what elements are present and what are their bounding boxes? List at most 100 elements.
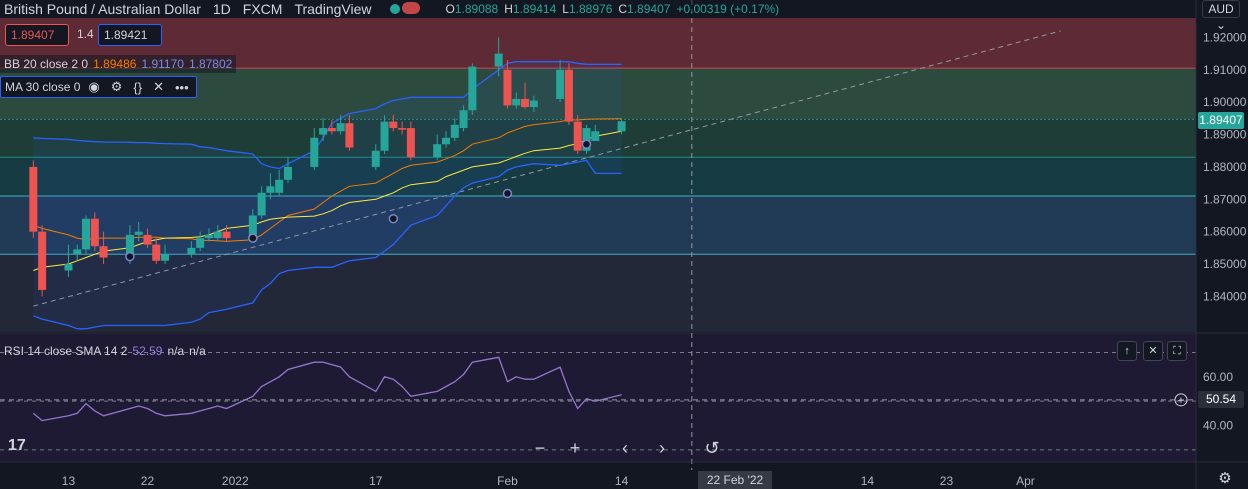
zoom-out-icon[interactable]: − — [534, 438, 546, 458]
ma-label: MA 30 close 0 — [5, 80, 81, 94]
candle-body — [573, 121, 582, 151]
candle-body — [345, 123, 354, 148]
pivot-marker — [388, 213, 399, 224]
candle-body — [450, 124, 459, 138]
candle-body — [222, 231, 231, 239]
tradingview-logo-icon: 17 — [8, 437, 26, 454]
high-prefix: H — [504, 2, 513, 16]
bb-lower-line — [33, 159, 622, 330]
rsi-value: 52.59 — [132, 344, 163, 358]
bb-lower-value: 1.87802 — [188, 57, 233, 71]
close-prefix: C — [618, 2, 628, 16]
rsi-na-2: n/a — [189, 344, 206, 358]
last-price-tag: 1.89407 — [1198, 112, 1244, 130]
crosshair-date-tag: 22 Feb '22 — [698, 471, 772, 489]
reset-icon[interactable]: ↺ — [704, 438, 720, 458]
candle-body — [459, 110, 468, 129]
candle-body — [319, 128, 328, 135]
buy-price-button[interactable]: 1.89421 — [98, 24, 162, 46]
candle-body — [125, 234, 134, 258]
moving-average — [33, 130, 622, 271]
ma-legend[interactable]: MA 30 close 0 ◉ ⚙ {} ✕ ••• — [0, 76, 197, 98]
currency-selector[interactable]: AUD ⌄ — [1202, 0, 1240, 32]
candle-body — [310, 137, 319, 167]
rsi-tick-label: 60.00 — [1203, 370, 1233, 384]
rsi-background — [0, 333, 1196, 462]
interval-label[interactable]: 1D — [212, 1, 231, 17]
x-tick-label: Apr — [1016, 474, 1035, 488]
candle-body — [143, 234, 152, 245]
candle-body — [152, 244, 161, 261]
exchange-label: FXCM — [242, 1, 283, 17]
candle-body — [327, 128, 336, 132]
candle-body — [591, 131, 600, 142]
chart-header: British Pound / Australian Dollar 1D FXC… — [0, 0, 784, 18]
bb-upper-value: 1.91170 — [141, 57, 184, 71]
low-value: 1.88976 — [568, 2, 613, 16]
scroll-left-icon[interactable]: ‹ — [622, 438, 628, 458]
candle-body — [468, 66, 477, 111]
pivot-marker — [125, 251, 135, 262]
close-value: 1.89407 — [627, 2, 671, 16]
close-icon[interactable]: ✕ — [153, 79, 164, 94]
x-tick-label: 23 — [940, 474, 954, 488]
candle-body — [248, 215, 257, 239]
pivot-markers — [125, 139, 592, 262]
candle-body — [99, 246, 108, 258]
spread-value: 1.4 — [77, 27, 94, 41]
eye-icon[interactable]: ◉ — [88, 79, 100, 94]
open-value: 1.89088 — [454, 2, 499, 16]
x-tick-label: 17 — [369, 474, 383, 488]
y-tick-label: 1.91000 — [1203, 63, 1247, 77]
pane-maximize-icon[interactable]: ⛶ — [1167, 341, 1187, 361]
candle-body — [529, 100, 538, 108]
pane-close-icon[interactable]: ✕ — [1143, 341, 1163, 361]
candle-body — [187, 247, 196, 255]
gear-icon[interactable]: ⚙ — [110, 79, 123, 94]
y-tick-label: 1.92000 — [1203, 30, 1247, 44]
candle-body — [503, 69, 512, 106]
candle-body — [336, 123, 345, 132]
sell-price-button[interactable]: 1.89407 — [5, 24, 69, 46]
candle-body — [64, 264, 73, 271]
x-tick-label: 2022 — [222, 474, 249, 488]
candle-body — [82, 218, 91, 250]
candle-body — [90, 218, 99, 247]
candle-body — [556, 69, 565, 99]
low-prefix: L — [562, 2, 569, 16]
price-zone — [0, 68, 1196, 120]
pane-up-icon[interactable]: ↑ — [1117, 341, 1137, 361]
candle-body — [494, 53, 503, 67]
candle-body — [29, 166, 38, 232]
y-tick-label: 1.86000 — [1203, 225, 1247, 239]
rsi-label: RSI 14 close SMA 14 2 — [4, 344, 128, 358]
market-status-icon[interactable] — [384, 1, 420, 17]
bb-basis-value: 1.89486 — [93, 57, 137, 71]
y-tick-label: 1.89000 — [1203, 128, 1247, 142]
zoom-in-icon[interactable]: + — [569, 438, 581, 458]
candle-body — [617, 121, 626, 132]
change-value: +0.00319 (+0.17%) — [676, 2, 780, 16]
candle-body — [371, 150, 380, 167]
x-tick-label: 14 — [861, 474, 875, 488]
y-tick-label: 1.84000 — [1203, 289, 1247, 303]
scroll-right-icon[interactable]: › — [659, 438, 665, 458]
settings-gear-icon[interactable]: ⚙ — [1218, 470, 1232, 487]
bb-fill — [33, 61, 622, 329]
pair-title: British Pound / Australian Dollar — [4, 1, 201, 17]
candle-body — [283, 166, 292, 180]
bollinger-bands — [33, 61, 622, 330]
more-icon[interactable]: ••• — [174, 79, 189, 95]
trendline — [33, 30, 1061, 307]
bb-label: BB 20 close 2 0 — [4, 57, 89, 71]
x-tick-label: 13 — [62, 474, 76, 488]
rsi-tick-label: 40.00 — [1203, 418, 1233, 432]
bb-legend[interactable]: BB 20 close 2 0 1.89486 1.91170 1.87802 — [0, 55, 237, 73]
candle-body — [512, 98, 521, 106]
candle-body — [266, 186, 275, 193]
rsi-legend[interactable]: RSI 14 close SMA 14 2 52.59 n/a n/a — [0, 343, 210, 359]
source-code-icon[interactable]: {} — [133, 79, 143, 95]
candle-body — [389, 121, 398, 129]
add-alert-plus-icon: + — [1178, 395, 1184, 407]
